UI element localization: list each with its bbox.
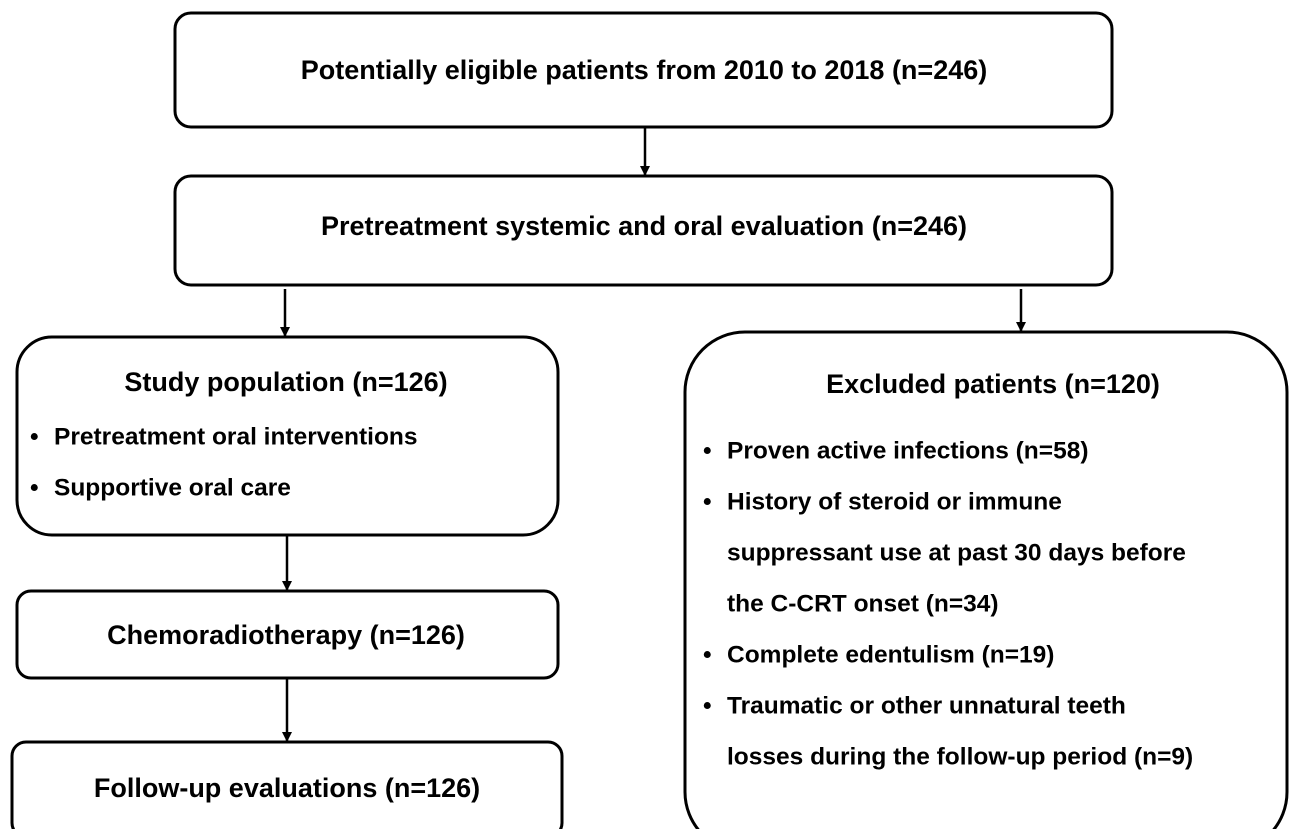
list-item: Pretreatment oral interventions	[54, 423, 418, 450]
node-label: Potentially eligible patients from 2010 …	[301, 55, 987, 85]
node-label: Pretreatment systemic and oral evaluatio…	[321, 211, 967, 241]
list-item: Proven active infections (n=58)	[727, 437, 1089, 464]
list-item: Traumatic or other unnatural teeth	[727, 692, 1126, 719]
bullet: •	[703, 641, 712, 668]
node-box	[683, 330, 1289, 829]
node-label: Study population (n=126)	[124, 367, 447, 397]
node-label: Excluded patients (n=120)	[826, 369, 1160, 399]
bullet: •	[703, 488, 712, 515]
bullet: •	[30, 474, 39, 501]
list-item: Supportive oral care	[54, 474, 291, 501]
list-item: the C-CRT onset (n=34)	[727, 590, 999, 617]
list-item: suppressant use at past 30 days before	[727, 539, 1186, 566]
node-box	[173, 11, 1114, 129]
bullet: •	[30, 423, 39, 450]
node-box	[10, 740, 564, 829]
list-item: losses during the follow-up period (n=9)	[727, 743, 1193, 770]
bullet: •	[703, 437, 712, 464]
node-box	[173, 174, 1114, 287]
list-item: History of steroid or immune	[727, 488, 1062, 515]
node-label: Follow-up evaluations (n=126)	[94, 773, 480, 803]
node-label: Chemoradiotherapy (n=126)	[107, 620, 465, 650]
bullet: •	[703, 692, 712, 719]
list-item: Complete edentulism (n=19)	[727, 641, 1054, 668]
